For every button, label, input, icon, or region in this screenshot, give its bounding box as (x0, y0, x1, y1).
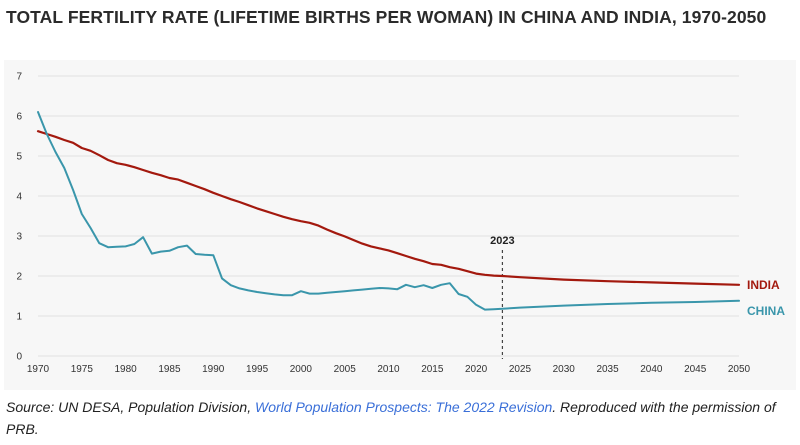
x-tick-label: 2050 (728, 364, 751, 375)
chart-panel (4, 60, 796, 390)
source-suffix: . Reproduced with the permission of PRB. (6, 399, 776, 437)
y-tick-label: 4 (16, 192, 22, 203)
x-tick-label: 2025 (509, 364, 532, 375)
y-tick-label: 7 (16, 72, 22, 83)
chart-title: TOTAL FERTILITY RATE (LIFETIME BIRTHS PE… (6, 7, 767, 27)
source-note: Source: UN DESA, Population Division, Wo… (6, 396, 796, 440)
annotation-layer: 2023 (490, 235, 515, 359)
x-tick-label: 2010 (377, 364, 400, 375)
x-tick-label: 2030 (553, 364, 576, 375)
y-tick-label: 5 (16, 152, 22, 163)
y-tick-label: 0 (16, 352, 22, 363)
x-tick-label: 1985 (158, 364, 181, 375)
x-tick-label: 2015 (421, 364, 444, 375)
series-line-china (37, 111, 740, 311)
y-tick-label: 1 (16, 312, 22, 323)
y-tick-label: 3 (16, 232, 22, 243)
x-tick-label: 1975 (71, 364, 94, 375)
series-labels: INDIA CHINA (747, 278, 785, 318)
x-tick-label: 2035 (596, 364, 619, 375)
x-tick-label: 2000 (290, 364, 313, 375)
x-tick-label: 2020 (465, 364, 488, 375)
x-tick-label: 1980 (115, 364, 138, 375)
x-tick-label: 1990 (202, 364, 225, 375)
series-layer (36, 111, 741, 311)
source-prefix: Source: UN DESA, Population Division, (6, 399, 255, 415)
fertility-line-chart: 0 1 2 3 4 5 6 7 1970 1975 1980 1985 1990 1995 2000 200… (16, 72, 785, 376)
grid-layer (38, 75, 739, 357)
x-tick-label: 2005 (334, 364, 357, 375)
source-link[interactable]: World Population Prospects: The 2022 Rev… (255, 399, 553, 415)
x-tick-label: 1970 (27, 364, 50, 375)
x-tick-label: 2045 (684, 364, 707, 375)
y-tick-label: 2 (16, 272, 22, 283)
y-axis-ticks: 0 1 2 3 4 5 6 7 (16, 72, 22, 363)
y-tick-label: 6 (16, 112, 22, 123)
series-line-india (36, 130, 741, 286)
x-tick-label: 1995 (246, 364, 269, 375)
series-label-india: INDIA (747, 278, 780, 292)
x-axis-ticks: 1970 1975 1980 1985 1990 1995 2000 2005 2010 2015… (27, 364, 751, 375)
year-2023-marker-label: 2023 (490, 235, 514, 247)
x-tick-label: 2040 (640, 364, 663, 375)
series-label-china: CHINA (747, 304, 785, 318)
